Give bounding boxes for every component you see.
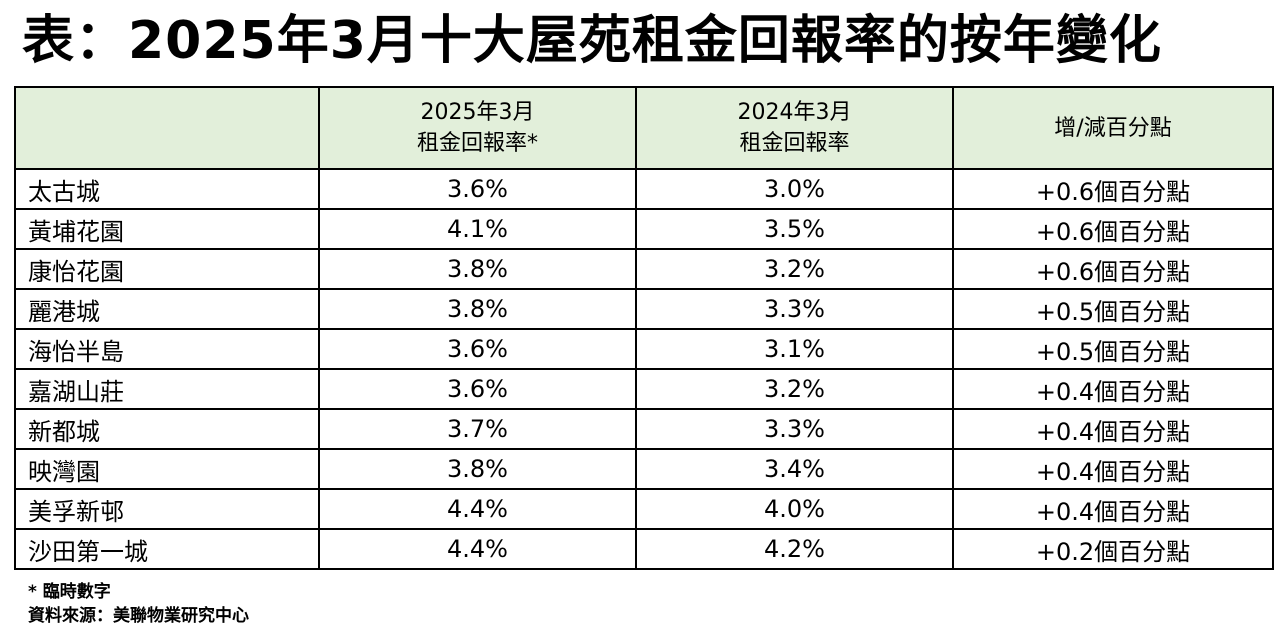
table-row: 黃埔花園 4.1% 3.5% +0.6個百分點 — [14, 208, 1274, 250]
estate-name: 新都城 — [14, 408, 320, 450]
estate-name: 太古城 — [14, 168, 320, 210]
change-value: +0.4個百分點 — [952, 488, 1274, 530]
yield-2024-value: 4.0% — [635, 488, 954, 530]
yield-2025-value: 3.8% — [318, 288, 637, 330]
yield-2024-value: 3.4% — [635, 448, 954, 490]
table-row: 海怡半島 3.6% 3.1% +0.5個百分點 — [14, 328, 1274, 370]
change-value: +0.5個百分點 — [952, 328, 1274, 370]
provisional-note: * 臨時數字 — [28, 582, 111, 602]
header-yield-2025: 2025年3月 租金回報率* — [318, 86, 637, 170]
source-note: 資料來源：美聯物業研究中心 — [28, 606, 249, 626]
header-yield-2025-period: 2025年3月 — [420, 100, 535, 125]
table-row: 映灣園 3.8% 3.4% +0.4個百分點 — [14, 448, 1274, 490]
estate-name: 嘉湖山莊 — [14, 368, 320, 410]
estate-name: 黃埔花園 — [14, 208, 320, 250]
table-row: 沙田第一城 4.4% 4.2% +0.2個百分點 — [14, 528, 1274, 570]
change-value: +0.6個百分點 — [952, 208, 1274, 250]
header-change-label: 增/減百分點 — [1054, 115, 1172, 141]
yield-2024-value: 3.5% — [635, 208, 954, 250]
change-value: +0.4個百分點 — [952, 408, 1274, 450]
yield-2024-value: 3.1% — [635, 328, 954, 370]
footnotes: * 臨時數字 資料來源：美聯物業研究中心 — [28, 580, 249, 628]
yield-2025-value: 3.6% — [318, 168, 637, 210]
estate-name: 沙田第一城 — [14, 528, 320, 570]
yield-2024-value: 3.2% — [635, 368, 954, 410]
yield-2024-value: 3.0% — [635, 168, 954, 210]
header-row: 2025年3月 租金回報率* 2024年3月 租金回報率 增/減百分點 — [14, 86, 1274, 170]
yield-2024-value: 3.2% — [635, 248, 954, 290]
table-header: 2025年3月 租金回報率* 2024年3月 租金回報率 增/減百分點 — [14, 86, 1274, 170]
yield-2024-value: 4.2% — [635, 528, 954, 570]
table-row: 康怡花園 3.8% 3.2% +0.6個百分點 — [14, 248, 1274, 290]
table-body: 太古城 3.6% 3.0% +0.6個百分點 黃埔花園 4.1% 3.5% +0… — [14, 168, 1274, 570]
rental-yield-table: 2025年3月 租金回報率* 2024年3月 租金回報率 增/減百分點 太古城 … — [14, 86, 1274, 570]
table-row: 麗港城 3.8% 3.3% +0.5個百分點 — [14, 288, 1274, 330]
estate-name: 映灣園 — [14, 448, 320, 490]
header-yield-2024: 2024年3月 租金回報率 — [635, 86, 954, 170]
yield-2025-value: 3.7% — [318, 408, 637, 450]
change-value: +0.4個百分點 — [952, 368, 1274, 410]
header-yield-2024-period: 2024年3月 — [737, 100, 852, 125]
yield-2024-value: 3.3% — [635, 408, 954, 450]
yield-2025-value: 4.1% — [318, 208, 637, 250]
change-value: +0.6個百分點 — [952, 168, 1274, 210]
yield-2025-value: 3.8% — [318, 448, 637, 490]
page-title: 表：2025年3月十大屋苑租金回報率的按年變化 — [22, 11, 1162, 71]
estate-name: 麗港城 — [14, 288, 320, 330]
change-value: +0.5個百分點 — [952, 288, 1274, 330]
yield-2025-value: 4.4% — [318, 488, 637, 530]
header-yield-2025-label: 租金回報率* — [416, 131, 538, 156]
table-row: 美孚新邨 4.4% 4.0% +0.4個百分點 — [14, 488, 1274, 530]
estate-name: 美孚新邨 — [14, 488, 320, 530]
header-yield-2024-label: 租金回報率 — [739, 131, 850, 156]
estate-name: 海怡半島 — [14, 328, 320, 370]
change-value: +0.2個百分點 — [952, 528, 1274, 570]
yield-2025-value: 3.6% — [318, 328, 637, 370]
header-change: 增/減百分點 — [952, 86, 1274, 170]
change-value: +0.6個百分點 — [952, 248, 1274, 290]
table-row: 太古城 3.6% 3.0% +0.6個百分點 — [14, 168, 1274, 210]
yield-2025-value: 4.4% — [318, 528, 637, 570]
estate-name: 康怡花園 — [14, 248, 320, 290]
table-row: 新都城 3.7% 3.3% +0.4個百分點 — [14, 408, 1274, 450]
change-value: +0.4個百分點 — [952, 448, 1274, 490]
table-row: 嘉湖山莊 3.6% 3.2% +0.4個百分點 — [14, 368, 1274, 410]
yield-2025-value: 3.8% — [318, 248, 637, 290]
yield-2025-value: 3.6% — [318, 368, 637, 410]
yield-2024-value: 3.3% — [635, 288, 954, 330]
header-estate — [14, 86, 320, 170]
